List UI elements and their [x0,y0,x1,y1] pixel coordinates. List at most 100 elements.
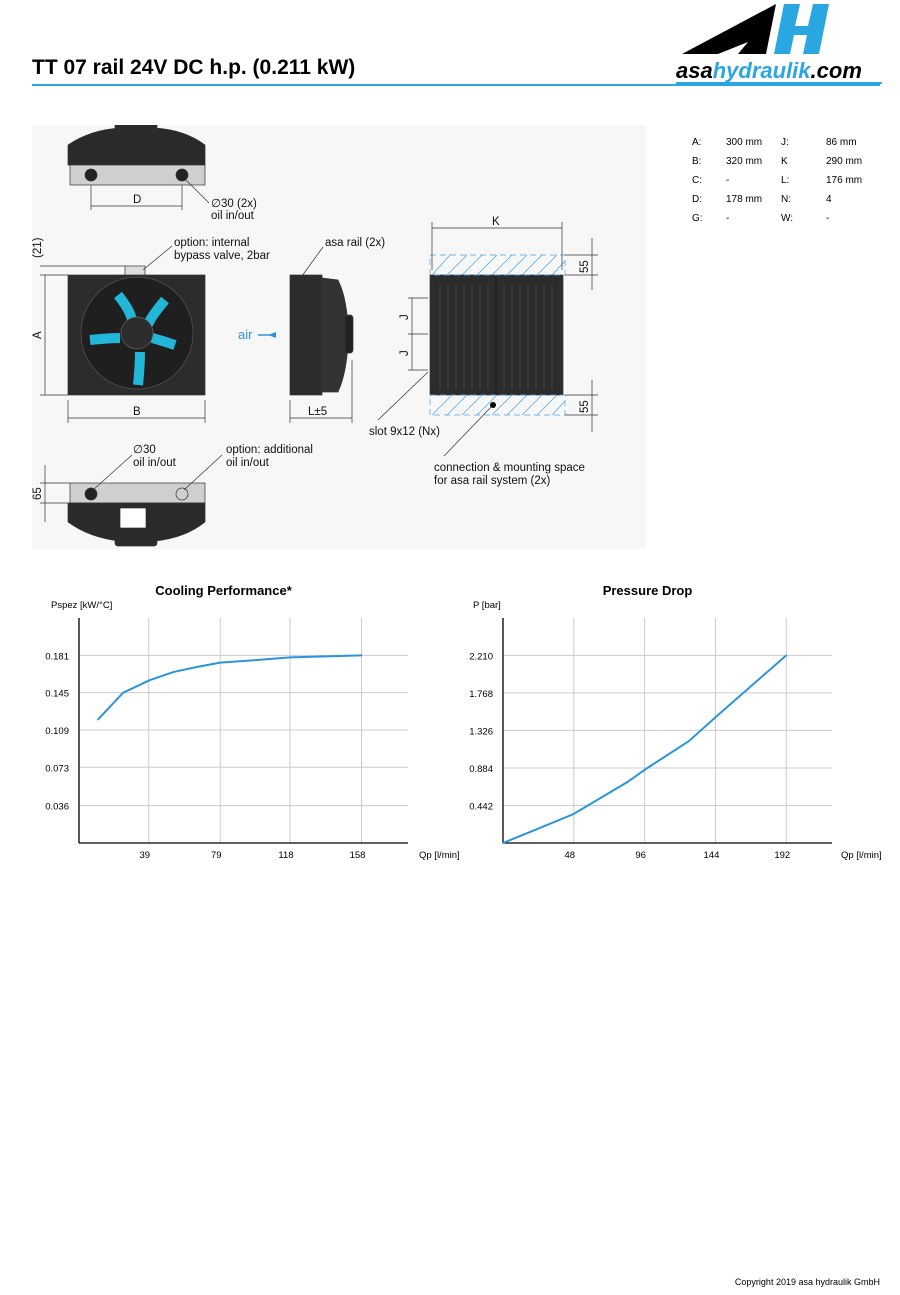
spec-row: C: - L: 176 mm [692,175,876,194]
dim-j-bottom: J [399,350,411,356]
x-tick-label: 118 [278,850,293,861]
spec-v2: 290 mm [826,156,863,167]
data-point [289,656,291,659]
technical-drawing: D ∅30 (2x) oil in/out (21) A B option: i… [32,125,646,549]
spec-v2: 176 mm [826,175,863,186]
data-point [502,842,504,844]
chart-title: Pressure Drop [603,583,693,598]
data-line [502,654,787,844]
y-tick-label: 0.442 [469,801,493,812]
y-tick-label: 2.210 [469,651,493,662]
dim-b-label: B [133,406,141,418]
y-axis-label: P [bar] [473,600,501,611]
spec-table: A: 300 mm J: 86 mm B: 320 mm K 290 mm C: - L: 176 m… [692,137,876,232]
data-point [97,718,99,721]
additional-port-label-2: oil in/out [226,457,270,469]
y-tick-label: 0.109 [45,726,69,737]
svg-text:asahydraulik.com: asahydraulik.com [676,58,862,83]
data-line [97,654,362,721]
bypass-label-2: bypass valve, 2bar [174,250,270,262]
y-tick-label: 1.326 [469,726,493,737]
connection-label-2: for asa rail system (2x) [434,475,550,487]
data-point [249,659,252,662]
data-point [785,654,788,657]
port-top-label: ∅30 (2x) [211,198,257,210]
slot-label: slot 9x12 (Nx) [369,426,440,438]
data-point [197,665,199,668]
data-point [715,715,718,718]
x-axis-label: Qp [l/min] [841,850,882,861]
cooling-performance-chart: Cooling Performance* Pspez [kW/°C] Qp [l/m… [45,583,460,861]
spec-k2: L: [781,175,790,186]
page-title: TT 07 rail 24V DC h.p. (0.211 kW) [32,56,356,79]
x-tick-label: 144 [704,850,720,861]
additional-port-label: option: additional [226,444,313,456]
header-divider [32,84,880,86]
spec-k1: G: [692,213,703,224]
spec-row: A: 300 mm J: 86 mm [692,137,876,156]
spec-k2: N: [781,194,791,205]
connection-label: connection & mounting space [434,462,585,474]
spec-v1: - [726,213,730,224]
x-tick-label: 192 [774,850,790,861]
copyright: Copyright 2019 asa hydraulik GmbH [734,1277,880,1287]
x-tick-label: 158 [350,850,366,861]
dim-k-label: K [492,216,500,228]
air-label: air [238,327,253,342]
y-tick-label: 0.884 [469,764,493,775]
spec-v1: 320 mm [726,156,763,167]
data-point [626,781,629,783]
y-tick-label: 0.036 [45,802,69,813]
spec-v1: - [726,175,730,186]
x-axis-label: Qp [l/min] [419,850,460,861]
data-point [172,671,175,673]
y-tick-label: 0.145 [45,689,69,700]
y-tick-label: 0.073 [45,763,69,774]
x-tick-label: 96 [635,850,646,861]
spec-k2: K [781,156,788,167]
y-axis-label: Pspez [kW/°C] [51,600,112,611]
bypass-label: option: internal [174,237,249,249]
spec-k1: A: [692,137,702,148]
spec-v2: 4 [826,194,832,205]
port-bottom-label: ∅30 [133,444,156,456]
spec-v2: - [826,213,830,224]
spec-k2: W: [781,213,794,224]
spec-row: G: - W: - [692,213,876,232]
spec-row: B: 320 mm K 290 mm [692,156,876,175]
port-top-label-2: oil in/out [211,210,255,222]
data-point [219,661,222,664]
spec-k1: D: [692,194,702,205]
x-tick-label: 39 [139,850,150,861]
data-point [572,813,575,815]
asahydraulik-logo: asahydraulik.com [676,4,882,84]
y-tick-label: 1.768 [469,689,493,700]
spec-row: D: 178 mm N: 4 [692,194,876,213]
dim-21-label: (21) [32,237,44,258]
port-bottom-label-2: oil in/out [133,457,177,469]
x-tick-label: 79 [211,850,222,861]
data-point [529,831,531,833]
dim-55-bottom: 55 [579,400,591,413]
dim-d-label: D [133,194,141,206]
pressure-drop-chart: Pressure Drop P [bar] Qp [l/min] 0.442 0.884… [469,583,882,861]
spec-v1: 178 mm [726,194,763,205]
dim-65-label: 65 [32,487,44,500]
spec-v2: 86 mm [826,137,857,148]
data-point [148,679,151,682]
spec-k2: J: [781,137,789,148]
spec-k1: B: [692,156,702,167]
dim-l-label: L±5 [308,406,327,418]
x-tick-label: 48 [565,850,576,861]
data-point [360,654,363,657]
chart-title: Cooling Performance* [155,583,292,598]
dim-55-top: 55 [579,260,591,273]
data-point [644,768,647,770]
dim-a-label: A [32,331,44,339]
rail-label: asa rail (2x) [325,237,385,249]
dim-j-top: J [399,314,411,320]
y-tick-label: 0.181 [45,651,69,662]
spec-v1: 300 mm [726,137,763,148]
spec-k1: C: [692,175,702,186]
data-point [688,740,690,742]
